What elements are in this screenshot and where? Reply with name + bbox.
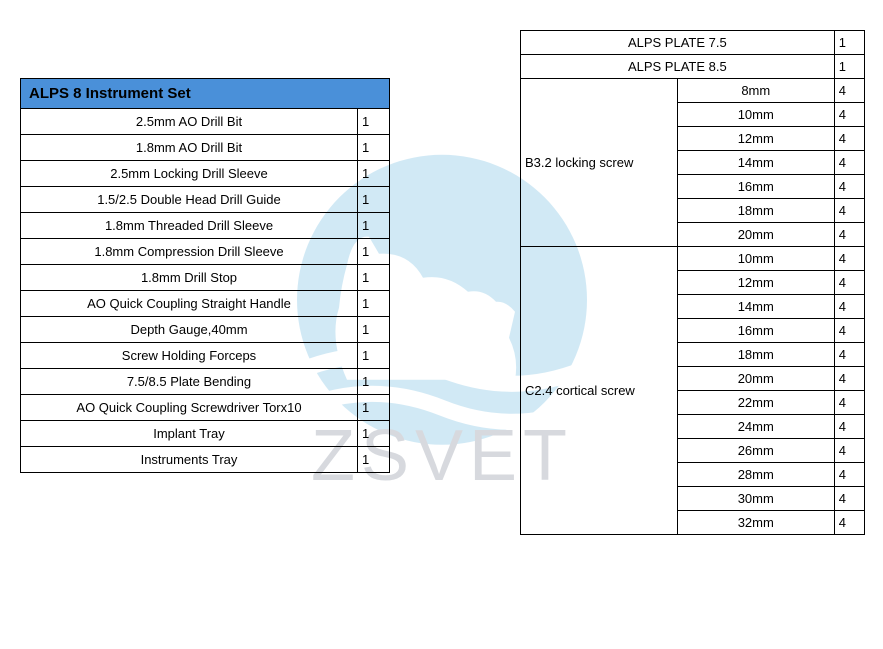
item-name: AO Quick Coupling Straight Handle — [21, 291, 358, 317]
screw-size: 16mm — [677, 175, 834, 199]
screw-size: 12mm — [677, 127, 834, 151]
item-qty: 1 — [358, 395, 390, 421]
item-name: Screw Holding Forceps — [21, 343, 358, 369]
screw-size: 18mm — [677, 199, 834, 223]
table-row: C2.4 cortical screw10mm4 — [521, 247, 865, 271]
plate-qty: 1 — [834, 31, 864, 55]
table-row: Screw Holding Forceps1 — [21, 343, 390, 369]
table-row: Depth Gauge,40mm1 — [21, 317, 390, 343]
item-name: Instruments Tray — [21, 447, 358, 473]
table-row: 1.8mm AO Drill Bit1 — [21, 135, 390, 161]
screw-qty: 4 — [834, 175, 864, 199]
screw-size: 32mm — [677, 511, 834, 535]
item-qty: 1 — [358, 161, 390, 187]
item-name: 1.8mm Drill Stop — [21, 265, 358, 291]
item-name: Depth Gauge,40mm — [21, 317, 358, 343]
table-row: 2.5mm AO Drill Bit1 — [21, 109, 390, 135]
screw-qty: 4 — [834, 343, 864, 367]
item-name: 1.8mm AO Drill Bit — [21, 135, 358, 161]
screw-size: 20mm — [677, 223, 834, 247]
screw-qty: 4 — [834, 391, 864, 415]
item-qty: 1 — [358, 369, 390, 395]
table-row: 7.5/8.5 Plate Bending1 — [21, 369, 390, 395]
item-qty: 1 — [358, 239, 390, 265]
screw-size: 22mm — [677, 391, 834, 415]
item-name: 2.5mm Locking Drill Sleeve — [21, 161, 358, 187]
screw-size: 20mm — [677, 367, 834, 391]
screw-qty: 4 — [834, 79, 864, 103]
item-name: AO Quick Coupling Screwdriver Torx10 — [21, 395, 358, 421]
item-name: 7.5/8.5 Plate Bending — [21, 369, 358, 395]
table-row: AO Quick Coupling Straight Handle1 — [21, 291, 390, 317]
item-qty: 1 — [358, 109, 390, 135]
screw-size: 10mm — [677, 103, 834, 127]
screw-size: 26mm — [677, 439, 834, 463]
item-name: Implant Tray — [21, 421, 358, 447]
item-name: 2.5mm AO Drill Bit — [21, 109, 358, 135]
screw-size: 12mm — [677, 271, 834, 295]
screw-qty: 4 — [834, 511, 864, 535]
screw-group-label: B3.2 locking screw — [521, 79, 678, 247]
components-table: ALPS PLATE 7.51ALPS PLATE 8.51B3.2 locki… — [520, 30, 865, 535]
table-row: 2.5mm Locking Drill Sleeve1 — [21, 161, 390, 187]
item-qty: 1 — [358, 343, 390, 369]
table-row: B3.2 locking screw8mm4 — [521, 79, 865, 103]
screw-qty: 4 — [834, 223, 864, 247]
table-row: ALPS PLATE 8.51 — [521, 55, 865, 79]
screw-qty: 4 — [834, 367, 864, 391]
table-row: Implant Tray1 — [21, 421, 390, 447]
screw-qty: 4 — [834, 103, 864, 127]
screw-group-label: C2.4 cortical screw — [521, 247, 678, 535]
item-qty: 1 — [358, 213, 390, 239]
screw-qty: 4 — [834, 271, 864, 295]
item-name: 1.5/2.5 Double Head Drill Guide — [21, 187, 358, 213]
screw-size: 10mm — [677, 247, 834, 271]
screw-size: 16mm — [677, 319, 834, 343]
screw-qty: 4 — [834, 439, 864, 463]
screw-size: 28mm — [677, 463, 834, 487]
screw-qty: 4 — [834, 487, 864, 511]
plate-name: ALPS PLATE 8.5 — [521, 55, 835, 79]
table-row: 1.8mm Drill Stop1 — [21, 265, 390, 291]
screw-qty: 4 — [834, 415, 864, 439]
table-row: 1.5/2.5 Double Head Drill Guide1 — [21, 187, 390, 213]
screw-size: 30mm — [677, 487, 834, 511]
screw-qty: 4 — [834, 127, 864, 151]
item-qty: 1 — [358, 421, 390, 447]
item-qty: 1 — [358, 187, 390, 213]
screw-size: 14mm — [677, 151, 834, 175]
item-name: 1.8mm Compression Drill Sleeve — [21, 239, 358, 265]
page-container: ALPS 8 Instrument Set 2.5mm AO Drill Bit… — [0, 0, 883, 649]
item-qty: 1 — [358, 265, 390, 291]
plate-name: ALPS PLATE 7.5 — [521, 31, 835, 55]
screw-size: 24mm — [677, 415, 834, 439]
table-row: AO Quick Coupling Screwdriver Torx101 — [21, 395, 390, 421]
item-qty: 1 — [358, 447, 390, 473]
item-qty: 1 — [358, 317, 390, 343]
screw-qty: 4 — [834, 295, 864, 319]
item-name: 1.8mm Threaded Drill Sleeve — [21, 213, 358, 239]
table-row: Instruments Tray1 — [21, 447, 390, 473]
left-table-title: ALPS 8 Instrument Set — [21, 79, 390, 109]
screw-qty: 4 — [834, 247, 864, 271]
screw-qty: 4 — [834, 319, 864, 343]
screw-size: 8mm — [677, 79, 834, 103]
item-qty: 1 — [358, 291, 390, 317]
screw-size: 18mm — [677, 343, 834, 367]
table-row: 1.8mm Compression Drill Sleeve1 — [21, 239, 390, 265]
table-row: 1.8mm Threaded Drill Sleeve1 — [21, 213, 390, 239]
screw-size: 14mm — [677, 295, 834, 319]
screw-qty: 4 — [834, 463, 864, 487]
screw-qty: 4 — [834, 199, 864, 223]
screw-qty: 4 — [834, 151, 864, 175]
plate-qty: 1 — [834, 55, 864, 79]
table-row: ALPS PLATE 7.51 — [521, 31, 865, 55]
instrument-set-table: ALPS 8 Instrument Set 2.5mm AO Drill Bit… — [20, 78, 390, 473]
item-qty: 1 — [358, 135, 390, 161]
